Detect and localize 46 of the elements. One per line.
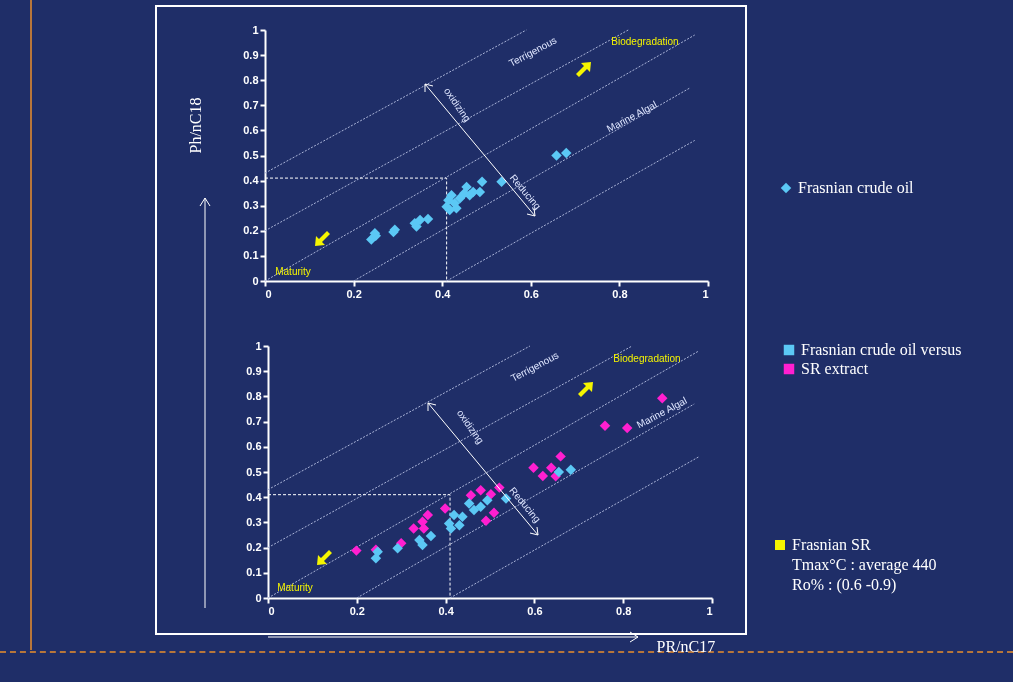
y-axis-title: Ph/nC18 — [186, 97, 204, 154]
y-tick-label: 0.8 — [243, 73, 259, 86]
y-tick-label: 0.8 — [246, 389, 262, 402]
y-tick-label: 0.7 — [243, 98, 259, 111]
x-axis-title: PR/nC17 — [656, 637, 716, 655]
annotation: Biodegradation — [613, 353, 681, 364]
x-tick-label: 0.4 — [435, 287, 452, 300]
text: Tmax°C : average 440 — [792, 555, 937, 575]
annotation: Maturity — [277, 582, 313, 593]
legend-label: Frasnian crude oil — [798, 179, 915, 196]
x-tick-label: 0 — [265, 287, 272, 300]
x-tick-label: 0.2 — [346, 287, 362, 300]
y-tick-label: 0.3 — [243, 199, 259, 212]
x-tick-label: 0 — [268, 604, 275, 617]
y-tick-label: 0 — [252, 274, 259, 287]
y-tick-label: 0.2 — [246, 541, 262, 554]
x-tick-label: 1 — [702, 287, 709, 300]
y-tick-label: 0.2 — [243, 224, 259, 237]
y-tick-label: 0.4 — [246, 490, 263, 503]
y-tick-label: 0.9 — [243, 48, 259, 61]
x-tick-label: 0.6 — [527, 604, 543, 617]
legend-label: SR extract — [801, 360, 869, 377]
x-tick-label: 0.6 — [523, 287, 539, 300]
text: Frasnian SR — [792, 535, 872, 555]
y-tick-label: 0 — [255, 591, 262, 604]
y-tick-label: 0.1 — [246, 566, 262, 579]
y-tick-label: 0.5 — [243, 149, 259, 161]
annotation: Maturity — [275, 266, 311, 277]
y-tick-label: 0.7 — [246, 415, 262, 428]
y-tick-label: 0.6 — [243, 123, 259, 136]
y-tick-label: 0.9 — [246, 364, 262, 377]
y-tick-label: 0.6 — [246, 440, 262, 453]
annotation: Biodegradation — [611, 36, 679, 47]
x-tick-label: 0.2 — [349, 604, 365, 617]
x-tick-label: 0.8 — [612, 287, 628, 300]
y-tick-label: 1 — [255, 339, 262, 352]
y-tick-label: 0.4 — [243, 174, 260, 187]
y-tick-label: 1 — [252, 23, 259, 36]
y-tick-label: 0.1 — [243, 249, 259, 262]
x-tick-label: 1 — [706, 604, 713, 617]
text: Ro% : (0.6 -0.9) — [792, 575, 898, 595]
x-tick-label: 0.4 — [438, 604, 455, 617]
legend-label: Frasnian crude oil versus — [801, 341, 962, 358]
x-tick-label: 0.8 — [616, 604, 632, 617]
y-tick-label: 0.3 — [246, 515, 262, 528]
y-tick-label: 0.5 — [246, 465, 262, 478]
